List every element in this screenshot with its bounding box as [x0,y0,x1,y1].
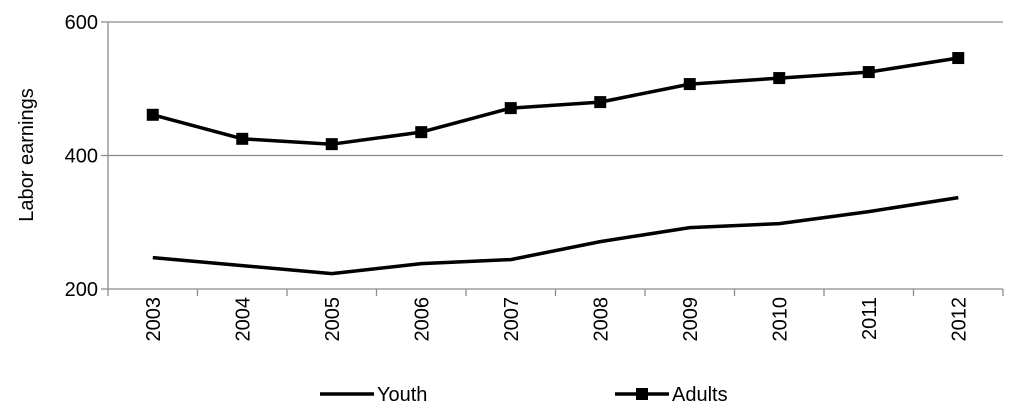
x-tick-label: 2008 [590,297,612,342]
data-point-adults [773,72,786,85]
data-point-adults [325,138,338,151]
data-point-adults [146,108,159,121]
data-point-adults [952,52,965,65]
x-tick-label: 2004 [232,297,254,342]
legend-label-adults: Adults [672,384,728,406]
y-tick-label: 400 [65,146,98,168]
axes: 200 400 600 2003 2004 2005 2006 2007 2008 2009 201… [65,12,1004,342]
legend: Youth Adults [320,384,728,406]
data-point-adults [415,126,428,139]
data-point-adults [683,78,696,91]
series-line-youth [152,195,959,276]
y-axis-title: Labor earnings [16,88,38,221]
legend-marker-adults [636,388,648,400]
series-lines [146,52,965,276]
x-tick-label: 2003 [143,297,165,342]
x-tick-label: 2009 [680,297,702,342]
x-tick-label: 2010 [769,297,791,342]
x-tick-label: 2006 [411,297,433,342]
legend-label-youth: Youth [377,384,427,406]
data-point-adults [504,102,517,115]
data-point-adults [236,132,249,145]
x-tick-label: 2012 [948,297,970,342]
x-tick-label: 2007 [501,297,523,342]
grid-lines [108,21,1003,157]
data-point-adults [594,96,607,109]
y-tick-label: 600 [65,12,98,34]
y-tick-label: 200 [65,279,98,301]
x-tick-label: 2011 [859,297,881,340]
x-tick-label: 2005 [322,297,344,342]
data-point-adults [862,66,875,79]
series-line-adults [152,56,959,146]
